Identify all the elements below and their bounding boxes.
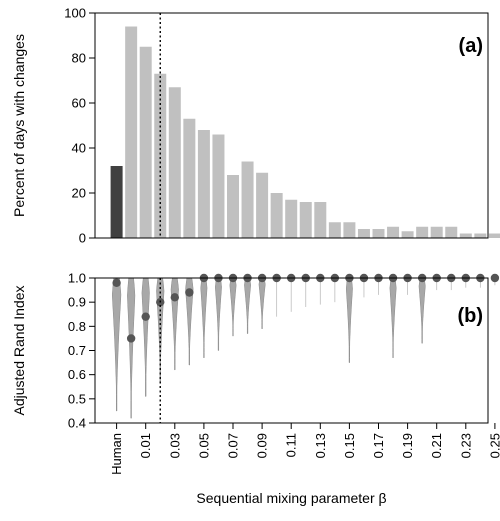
bar-beta-0.01 (139, 46, 152, 238)
violin-beta-0.18 (389, 277, 397, 358)
x-tick-label: 0.15 (342, 433, 357, 458)
bar-beta-0.04 (183, 118, 196, 238)
x-axis-title: Sequential mixing parameter β (196, 490, 386, 506)
bar-beta-0.03 (168, 87, 181, 238)
bar-beta-0.16 (357, 229, 370, 238)
median-point-beta-0.03 (170, 293, 179, 302)
bar-series (110, 26, 500, 238)
bar-beta-0.09 (256, 172, 269, 238)
median-point-beta-0 (126, 334, 136, 343)
bar-beta-0.19 (401, 231, 414, 238)
panel-b-violin-chart: 0.4 0.5 0.6 0.7 0.8 0.9 1.0 Human 0.01 0.03 0.05 0… (11, 271, 500, 475)
violin-beta-0.01 (141, 277, 150, 397)
violin-beta-0.04 (185, 277, 194, 366)
panel-a-bar-chart: 0 20 40 60 80 100 (a) Percent of days with ch… (11, 6, 500, 246)
y-b-tick-label: 0.5 (68, 391, 86, 406)
panel-a-frame (94, 12, 489, 239)
x-tick-label: 0.07 (226, 433, 241, 458)
x-tick-label: 0.05 (196, 433, 211, 458)
y-b-tick-label: 0.9 (68, 295, 86, 310)
violin-beta-0.08 (244, 277, 251, 334)
panel-b-label: (b) (457, 305, 483, 327)
y-axis-ticks-b: 0.4 0.5 0.6 0.7 0.8 0.9 1.0 (68, 271, 95, 431)
bar-human (110, 166, 123, 238)
median-point-human (112, 278, 121, 288)
bar-beta-0.02 (154, 73, 167, 238)
bar-beta-0.18 (387, 226, 400, 238)
y-a-tick-label: 40 (72, 141, 86, 156)
bar-beta-0 (125, 26, 138, 238)
bar-beta-0.21 (430, 226, 443, 238)
x-tick-label: 0.17 (371, 433, 386, 458)
x-tick-label: 0.01 (138, 433, 153, 458)
bar-beta-0.23 (459, 233, 472, 238)
violin-beta-0.07 (229, 277, 237, 337)
bar-beta-0.07 (227, 175, 239, 238)
y-axis-title-b: Adjusted Rand Index (11, 286, 27, 416)
violin-series (111, 273, 500, 419)
bar-beta-0.1 (270, 193, 283, 238)
bar-beta-0.22 (445, 226, 458, 238)
violin-beta-0 (127, 277, 136, 419)
violin-beta-0.02 (156, 277, 165, 383)
x-tick-label: 0.25 (487, 433, 500, 458)
violin-beta-0.15 (345, 277, 353, 363)
violin-beta-0.06 (215, 277, 222, 351)
x-tick-label: 0.03 (167, 433, 182, 458)
bar-beta-0.17 (372, 229, 385, 238)
median-point-beta-0.25 (490, 273, 500, 283)
y-b-tick-label: 0.8 (68, 319, 86, 334)
bar-beta-0.24 (474, 233, 487, 238)
x-axis-ticks: Human 0.01 0.03 0.05 0.07 0.09 0.11 0.13 0.15 0.1… (109, 423, 500, 475)
bar-beta-0.11 (285, 199, 298, 238)
bar-beta-0.13 (314, 202, 327, 238)
y-axis-ticks-a: 0 20 40 60 80 100 (64, 6, 95, 246)
panel-b-frame (94, 277, 489, 424)
x-tick-label: 0.19 (400, 433, 415, 458)
bar-beta-0.08 (241, 161, 254, 238)
x-tick-label: Human (109, 433, 124, 475)
bar-beta-0.2 (416, 226, 429, 238)
panel-a-label: (a) (459, 35, 483, 57)
x-tick-label: 0.11 (284, 433, 299, 457)
x-tick-label: 0.13 (313, 433, 328, 458)
bar-beta-0.12 (299, 202, 312, 238)
violin-beta-0.05 (200, 277, 208, 358)
x-tick-label: 0.21 (429, 433, 444, 458)
violin-beta-0.2 (418, 277, 426, 344)
bar-beta-0.05 (197, 130, 210, 238)
y-axis-title-a: Percent of days with changes (11, 34, 27, 217)
bar-beta-0.25 (488, 233, 500, 238)
y-a-tick-label: 20 (72, 186, 86, 201)
y-a-tick-label: 80 (72, 51, 86, 66)
violin-beta-0.03 (170, 277, 179, 371)
y-b-tick-label: 1.0 (68, 271, 86, 286)
violin-human (111, 277, 122, 412)
y-a-tick-label: 0 (79, 231, 86, 246)
x-tick-label: 0.09 (255, 433, 270, 458)
bar-beta-0.14 (328, 222, 341, 238)
y-b-tick-label: 0.7 (68, 343, 86, 358)
bar-beta-0.15 (343, 222, 356, 238)
y-b-tick-label: 0.6 (68, 367, 86, 382)
y-b-tick-label: 0.4 (68, 416, 86, 431)
median-point-beta-0.04 (185, 288, 194, 297)
median-point-beta-0.01 (141, 312, 150, 321)
x-tick-label: 0.23 (458, 433, 473, 458)
bar-beta-0.06 (212, 134, 225, 238)
y-a-tick-label: 60 (72, 96, 86, 111)
violin-beta-0.09 (258, 277, 266, 329)
y-a-tick-label: 100 (64, 6, 86, 21)
